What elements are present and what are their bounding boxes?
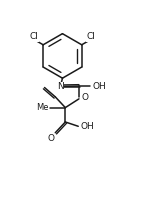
Text: N: N — [57, 82, 64, 91]
Text: OH: OH — [81, 122, 95, 131]
Text: O: O — [48, 134, 55, 144]
Text: Me: Me — [36, 103, 49, 112]
Text: O: O — [81, 93, 88, 102]
Text: Cl: Cl — [29, 32, 38, 41]
Text: OH: OH — [92, 82, 106, 90]
Text: Cl: Cl — [87, 32, 96, 41]
